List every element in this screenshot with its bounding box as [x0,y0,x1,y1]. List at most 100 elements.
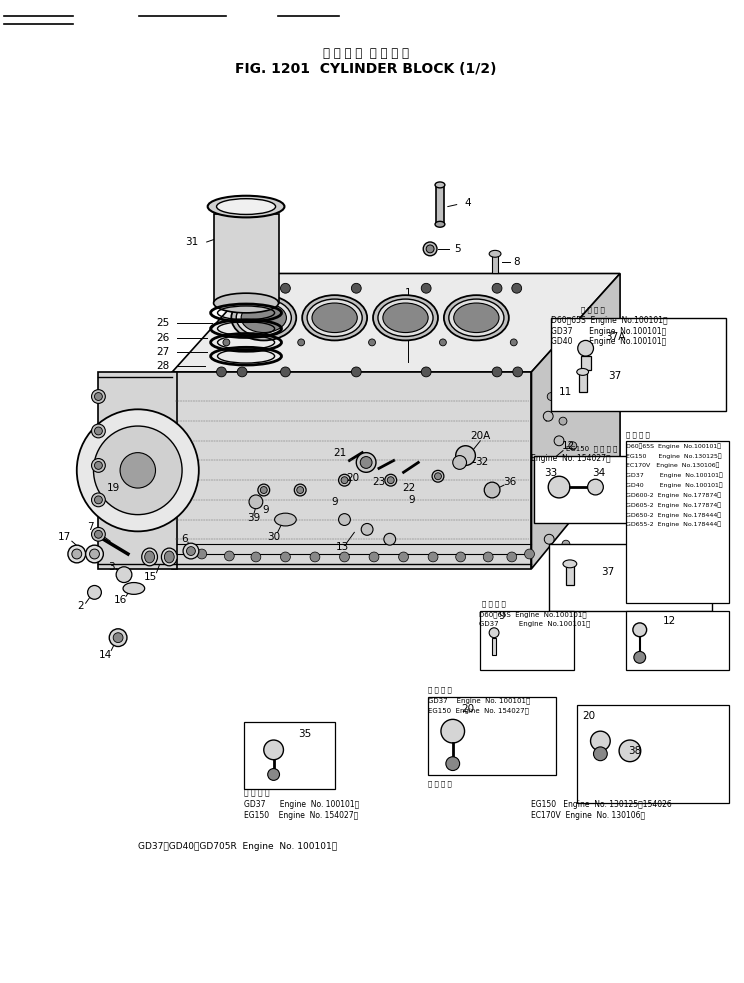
Circle shape [68,546,86,563]
Circle shape [456,445,475,465]
Circle shape [92,389,106,403]
Text: 9: 9 [263,504,269,515]
Bar [428,697,556,776]
Text: EG150      Engine  No.130125～: EG150 Engine No.130125～ [626,453,722,458]
Text: 17: 17 [57,532,71,543]
Circle shape [92,493,106,507]
Circle shape [92,458,106,472]
Circle shape [356,452,376,472]
Text: 25: 25 [155,318,169,327]
Circle shape [399,552,408,562]
Text: 9: 9 [331,496,338,507]
Text: 26: 26 [155,333,169,343]
Ellipse shape [208,196,284,217]
Text: 適 用 号 機: 適 用 号 機 [482,601,506,607]
Circle shape [552,466,560,474]
Text: 8: 8 [513,257,520,266]
Ellipse shape [241,303,286,332]
Text: D60・65S  Engine  No.100101－: D60・65S Engine No.100101－ [551,316,668,324]
Circle shape [94,427,103,434]
Ellipse shape [231,295,296,340]
Ellipse shape [307,299,362,336]
Text: 7: 7 [87,522,94,533]
Text: 4: 4 [464,198,471,207]
Circle shape [72,549,82,559]
Circle shape [525,549,534,559]
Text: 14: 14 [99,651,112,661]
Circle shape [548,392,555,400]
Ellipse shape [435,221,445,227]
Text: D60・65S  Engine  No.100101－: D60・65S Engine No.100101－ [626,443,721,448]
Circle shape [113,633,123,643]
Circle shape [548,476,570,498]
Circle shape [559,417,567,425]
Polygon shape [173,372,531,569]
Circle shape [351,283,362,293]
Ellipse shape [217,199,275,214]
Circle shape [249,495,263,509]
Circle shape [94,426,182,515]
Circle shape [94,392,103,400]
Polygon shape [98,372,177,569]
Circle shape [440,339,446,346]
Text: FIG. 1201  CYLINDER BLOCK (1/2): FIG. 1201 CYLINDER BLOCK (1/2) [235,62,497,76]
Text: GD40        Engine  No.100101～: GD40 Engine No.100101～ [626,483,722,489]
Bar [577,705,729,803]
Text: GD37       Engine  No.100101～: GD37 Engine No.100101～ [551,326,667,335]
Text: EG150  Engine  No. 154027～: EG150 Engine No. 154027～ [428,708,529,714]
Circle shape [197,549,207,559]
Text: 9: 9 [498,611,505,621]
Text: GD37    Engine  No. 100101－: GD37 Engine No. 100101－ [428,698,530,704]
Circle shape [492,283,502,293]
Text: 適 用 号 機: 適 用 号 機 [244,788,270,797]
Text: 34: 34 [591,468,605,479]
Text: EC170V   Engine  No.130106～: EC170V Engine No.130106～ [626,463,719,468]
Circle shape [554,435,564,445]
Text: 20: 20 [346,473,359,484]
Circle shape [351,367,362,376]
Circle shape [94,496,103,504]
Circle shape [569,441,577,449]
Text: 37A: 37A [605,332,626,342]
Ellipse shape [489,251,501,258]
Text: GD655-2  Engine  No.178444～: GD655-2 Engine No.178444～ [626,522,721,528]
Circle shape [94,461,103,469]
Circle shape [484,482,500,498]
Circle shape [264,740,283,760]
Polygon shape [531,273,620,569]
Circle shape [619,740,641,762]
Circle shape [434,473,441,480]
Text: 35: 35 [298,729,312,739]
Circle shape [92,528,106,542]
Ellipse shape [378,299,433,336]
Text: GD37         Engine  No.100101－: GD37 Engine No.100101－ [479,621,591,627]
Circle shape [258,484,269,496]
Circle shape [484,552,493,562]
Text: 9: 9 [408,494,414,505]
Text: Engine  No. 154027～: Engine No. 154027～ [531,454,611,463]
Text: 6: 6 [182,534,188,545]
Ellipse shape [214,293,278,313]
Text: EG150    Engine  No. 154027～: EG150 Engine No. 154027～ [244,811,359,820]
Text: 37: 37 [602,567,615,577]
Circle shape [341,477,348,484]
Circle shape [223,339,230,346]
Ellipse shape [577,369,589,376]
Ellipse shape [444,295,509,340]
Text: 5: 5 [455,244,461,254]
Bar [551,318,726,411]
Circle shape [510,339,517,346]
Circle shape [298,339,304,346]
Circle shape [369,552,379,562]
Circle shape [280,367,290,376]
Circle shape [89,549,100,559]
Circle shape [362,524,373,536]
Circle shape [578,340,594,356]
Text: GD37・GD40・GD705R  Engine  No. 100101～: GD37・GD40・GD705R Engine No. 100101～ [138,842,337,851]
Circle shape [384,534,396,546]
Circle shape [92,424,106,437]
Text: 12: 12 [550,485,562,495]
Circle shape [310,552,320,562]
Circle shape [421,367,431,376]
Text: 16: 16 [113,596,126,606]
